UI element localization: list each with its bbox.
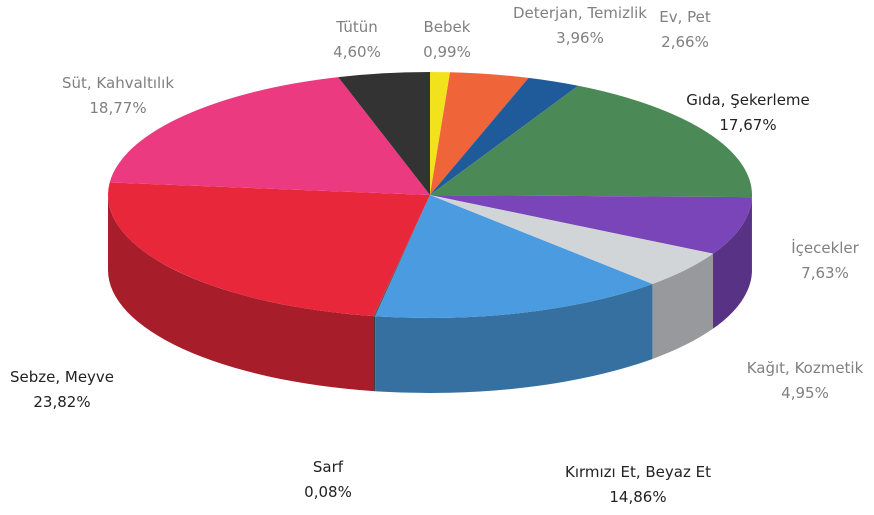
slice: [430, 72, 451, 195]
slice-value-label: 17,67%: [719, 116, 776, 134]
slice: [430, 195, 752, 254]
slice-label: İçecekler: [791, 238, 859, 257]
slice-value-label: 2,66%: [661, 33, 709, 51]
slice: [430, 72, 529, 195]
slice: [375, 195, 653, 318]
slice-value-label: 4,95%: [781, 384, 829, 402]
slice-value-label: 14,86%: [609, 488, 666, 506]
slice-side: [373, 316, 376, 392]
slice-label: Tütün: [335, 18, 378, 36]
slice: [430, 85, 752, 198]
slice: [338, 72, 430, 195]
slice-label: Kırmızı Et, Beyaz Et: [565, 463, 711, 481]
slice-label: Ev, Pet: [659, 8, 711, 26]
slice-label: Bebek: [424, 18, 471, 36]
slice-side: [108, 195, 374, 392]
slice-value-label: 0,99%: [423, 43, 471, 61]
slice-value-label: 18,77%: [89, 99, 146, 117]
slice-value-label: 3,96%: [556, 29, 604, 47]
slice-side: [652, 253, 714, 359]
slice-side: [713, 197, 752, 329]
slice-value-label: 23,82%: [33, 393, 90, 411]
slice-value-label: 0,08%: [304, 483, 352, 501]
slice-side: [375, 283, 653, 393]
slice-label: Deterjan, Temizlik: [513, 4, 647, 22]
slice-label: Kağıt, Kozmetik: [747, 359, 864, 377]
slice: [430, 195, 714, 284]
slice-value-label: 7,63%: [801, 264, 849, 282]
slice-value-label: 4,60%: [333, 43, 381, 61]
slice-label: Gıda, Şekerleme: [686, 91, 810, 109]
slice-label: Sebze, Meyve: [10, 368, 114, 386]
slice: [373, 195, 430, 317]
slice: [109, 77, 430, 195]
slice: [430, 77, 579, 195]
slice-label: Sarf: [313, 458, 344, 476]
slice-label: Süt, Kahvaltılık: [62, 74, 174, 92]
slice: [107, 182, 430, 317]
